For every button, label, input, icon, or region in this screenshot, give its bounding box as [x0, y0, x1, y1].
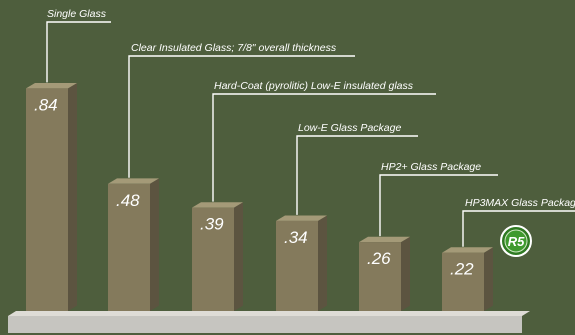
- bar-group: .26 HP2+ Glass Package: [359, 161, 498, 311]
- leader-line: [128, 55, 355, 178]
- category-label: HP2+ Glass Package: [381, 161, 481, 173]
- leader-line: [296, 135, 418, 215]
- bar-side: [234, 202, 243, 311]
- leader-line: [46, 21, 111, 83]
- bar-group: .84 Single Glass: [26, 8, 111, 312]
- bar-side: [484, 247, 493, 311]
- bar-value-label: .39: [200, 215, 224, 234]
- bar: [26, 88, 68, 312]
- category-label: Single Glass: [47, 8, 107, 20]
- bar: [442, 252, 484, 311]
- bar-value-label: .34: [284, 228, 308, 247]
- category-label: Low-E Glass Package: [298, 122, 401, 134]
- bar-value-label: .26: [367, 249, 391, 268]
- bar-group: .34 Low-E Glass Package: [276, 122, 418, 311]
- bar-group: .39 Hard-Coat (pyrolitic) Low-E insulated…: [192, 80, 436, 311]
- r5-badge-text: R5: [508, 234, 525, 249]
- leader-line: [212, 93, 436, 202]
- bar-value-label: .48: [116, 191, 140, 210]
- r5-badge-icon: R5: [500, 225, 532, 257]
- bar-group: .48 Clear Insulated Glass; 7/8" overall t…: [108, 42, 355, 311]
- bar: [276, 220, 318, 311]
- bar: [108, 183, 150, 311]
- category-label: HP3MAX Glass Package: [465, 197, 575, 209]
- bar-value-label: .84: [34, 95, 58, 114]
- bar-side: [68, 83, 77, 311]
- bar-value-label: .22: [450, 260, 474, 279]
- chart-base: [8, 316, 522, 333]
- bar-top: [26, 83, 77, 89]
- leader-line: [379, 174, 498, 237]
- bar-top: [192, 202, 243, 208]
- bar-side: [318, 215, 327, 311]
- category-label: Clear Insulated Glass; 7/8" overall thic…: [131, 42, 337, 54]
- bar-group: .22 HP3MAX Glass Package: [442, 197, 575, 311]
- bar: [359, 242, 401, 311]
- bar-top: [359, 236, 410, 243]
- bar-top: [108, 178, 159, 184]
- bar-top: [276, 215, 327, 221]
- bar-top: [442, 247, 493, 253]
- bar: [192, 207, 234, 311]
- leader-line: [462, 210, 575, 247]
- chart-base-top: [8, 311, 530, 316]
- category-label: Hard-Coat (pyrolitic) Low-E insulated gl…: [214, 80, 414, 92]
- bar-side: [401, 236, 410, 311]
- bar-side: [150, 178, 159, 311]
